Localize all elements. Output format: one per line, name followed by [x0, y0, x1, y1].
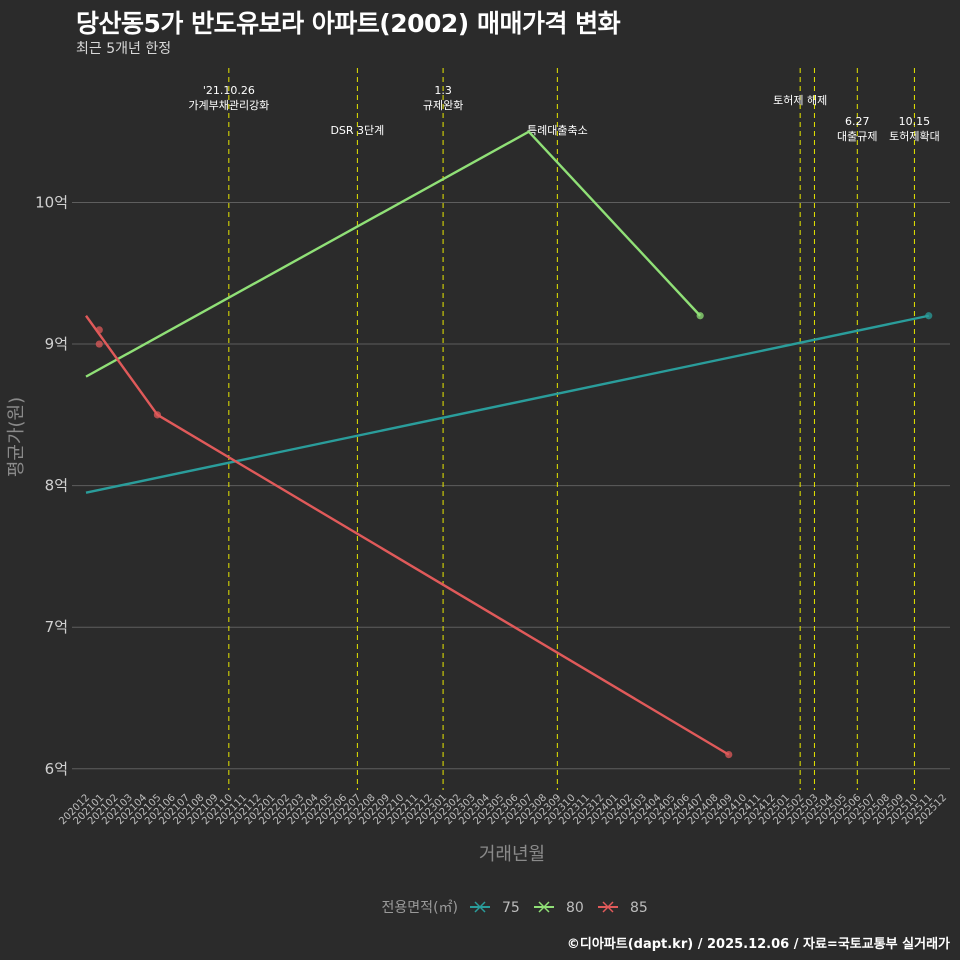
legend: 전용면적(㎡) 75 80 85 — [382, 900, 648, 916]
legend-title: 전용면적(㎡) — [382, 900, 458, 916]
data-point-85 — [95, 326, 103, 334]
series-line-85 — [85, 315, 730, 756]
y-axis-ticks: 6억 7억 8억 9억 10억 — [35, 193, 68, 777]
chart-title: 당산동5가 반도유보라 아파트(2002) 매매가격 변화 — [76, 9, 621, 38]
legend-key-cross — [474, 901, 486, 913]
series-line-80 — [85, 130, 702, 378]
event-label: 대출규제 — [837, 130, 877, 143]
data-point-80 — [696, 312, 704, 320]
x-axis-ticks: 2020122021012021022021032021042021052021… — [57, 792, 949, 827]
event-label: 6.27 — [845, 115, 870, 128]
data-point-85 — [153, 411, 162, 419]
event-label: 1.3 — [434, 84, 452, 97]
footer-credit: ©디아파트(dapt.kr) / 2025.12.06 / 자료=국토교통부 실… — [566, 937, 950, 952]
event-label: 규제완화 — [423, 99, 463, 112]
x-axis-title: 거래년월 — [479, 844, 545, 865]
y-tick-label: 7억 — [45, 618, 68, 636]
data-point-85 — [725, 751, 733, 759]
legend-label-85: 85 — [630, 900, 648, 916]
y-tick-label: 9억 — [45, 335, 68, 353]
event-label: 10.15 — [899, 115, 931, 128]
legend-label-80: 80 — [566, 900, 584, 916]
event-label: '21.10.26 — [203, 84, 255, 97]
gridlines — [72, 201, 950, 770]
event-label: 가계부채관리강화 — [188, 99, 269, 112]
y-tick-label: 8억 — [45, 477, 68, 495]
chart-subtitle: 최근 5개년 한정 — [76, 41, 172, 57]
legend-label-75: 75 — [502, 900, 520, 916]
event-label: 토허제확대 — [889, 130, 940, 143]
event-label: 특례대출축소 — [527, 124, 588, 137]
legend-key-cross — [538, 901, 550, 913]
y-tick-label: 10억 — [35, 193, 68, 211]
event-label: 토허제 해제 — [773, 93, 827, 107]
y-axis-title: 평균가(원) — [6, 397, 27, 477]
legend-key-cross — [602, 901, 614, 913]
data-point-85 — [95, 340, 103, 348]
event-label: DSR 3단계 — [330, 124, 384, 137]
series-layer — [85, 130, 933, 759]
data-point-75 — [925, 312, 933, 320]
series-line-75 — [85, 314, 929, 494]
y-tick-label: 6억 — [45, 760, 68, 778]
